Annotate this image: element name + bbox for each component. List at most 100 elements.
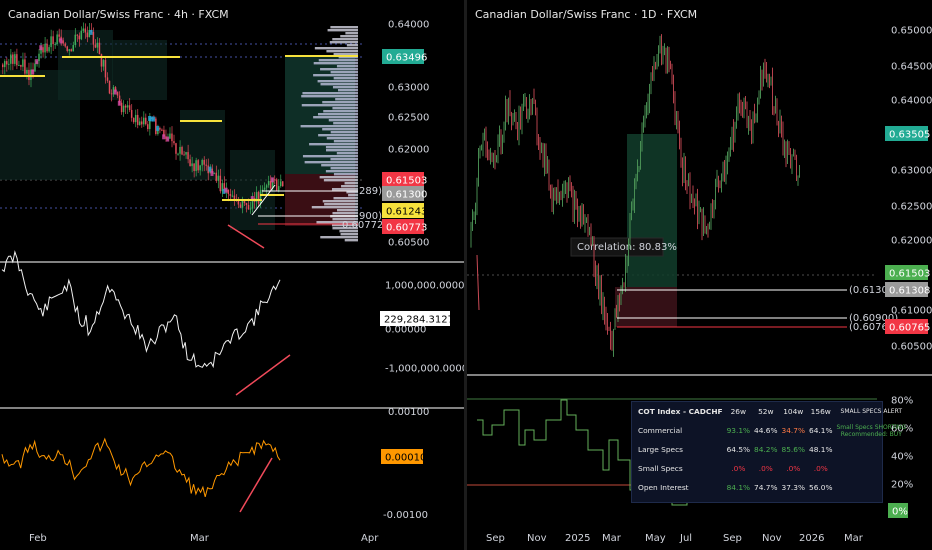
price-tag: 0.61503 [889, 269, 930, 280]
cot-tick: 80% [891, 396, 913, 407]
candle-body [261, 189, 264, 191]
candle-body [58, 34, 60, 37]
price-tick: 0.62000 [388, 145, 429, 156]
time-tick: Mar [602, 533, 622, 544]
volume-profile-bar [332, 38, 358, 41]
volume-profile-bar [316, 221, 358, 224]
candle-body [52, 36, 54, 45]
volume-profile-bar [320, 236, 358, 239]
price-tick: 0.63000 [891, 166, 932, 177]
candle-body [94, 44, 97, 48]
marker-dot [59, 38, 63, 44]
cot-value-tag-bg [888, 503, 908, 518]
candle-body [193, 163, 195, 172]
volume-profile-bar [325, 170, 358, 173]
volume-profile-bar [325, 146, 358, 149]
left-chart-title: Canadian Dollar/Swiss Franc · 4h · FXCM [8, 8, 229, 21]
candle-body [116, 91, 119, 96]
candle-body [44, 43, 46, 53]
volume-profile-bar [331, 188, 358, 191]
level-label: (0.60765) [849, 322, 898, 333]
candle-body [140, 121, 143, 125]
position-profit-zone [627, 134, 677, 287]
candle-body [259, 190, 262, 204]
cot-tick: 40% [891, 452, 913, 463]
candle-body [106, 77, 109, 81]
candle-spike [476, 254, 480, 311]
candle-body [70, 49, 72, 52]
level-label: (0.60900) [849, 313, 898, 324]
volume-profile-bar [330, 26, 358, 29]
pane-divider[interactable] [464, 0, 467, 550]
price-tag: 0.63496 [386, 53, 427, 64]
candle-body [185, 152, 187, 155]
candle-body [82, 28, 85, 31]
volume-profile-bar [332, 107, 358, 110]
time-tick: Mar [190, 533, 210, 544]
candle-body [277, 186, 280, 191]
cot-row-label: Commercial [638, 426, 683, 435]
cot-tick: 60% [891, 424, 913, 435]
price-tick: 0.61000 [891, 306, 932, 317]
candle-body [279, 181, 282, 187]
cot-index-table: COT Index - CADCHF 26w 52w 104w 156w SMA… [631, 401, 906, 503]
right-chart-canvas[interactable]: Correlation: 80.83% (0.61309) (0.60900)(0.… [467, 0, 932, 550]
candle-body [239, 204, 242, 208]
price-tick: 0.62500 [891, 202, 932, 213]
volume-profile-bar [344, 182, 358, 185]
candle-body [211, 168, 213, 173]
price-tag: 0.61243 [386, 207, 427, 218]
level-label: 289) [359, 186, 382, 197]
candle-body [245, 203, 248, 205]
cot-cell: .0% [731, 464, 746, 473]
volume-profile-bar [314, 47, 358, 50]
volume-profile-bar [302, 155, 358, 158]
candle-body [80, 30, 83, 40]
candle-body [219, 175, 222, 192]
candle-body [159, 127, 161, 130]
volume-profile-bar [323, 110, 358, 113]
table-row: Open Interest 84.1% 74.7% 37.3% 56.0% [632, 478, 908, 497]
price-tick: 0.64000 [891, 96, 932, 107]
volume-profile-bar [322, 200, 358, 203]
oscillator-line [1, 437, 281, 498]
volume-profile-bar [336, 65, 358, 68]
candle-body [46, 43, 48, 52]
volume-profile-bar [313, 62, 358, 65]
candle-body [108, 80, 111, 94]
volume-profile-bar [344, 239, 358, 242]
left-chart-canvas[interactable]: 289) 900)0.60772) 0.64000 0.63000 0.62500 0.6… [0, 0, 464, 550]
time-tick: 2026 [799, 533, 824, 544]
volume-profile-bar [319, 176, 358, 179]
trend-line [251, 184, 276, 216]
volume-profile-bar [332, 218, 358, 221]
marker-dot [250, 196, 254, 202]
volume-profile-bar [324, 203, 358, 206]
volume-profile-bar [301, 95, 358, 98]
cot-cell: .0% [813, 464, 828, 473]
candle-body [134, 114, 137, 123]
candle-body [18, 64, 20, 66]
candle-body [229, 193, 232, 196]
candle-body [143, 117, 145, 125]
candle-body [88, 29, 91, 38]
shaded-zone [112, 40, 167, 100]
level-label: 0.60772) [342, 220, 387, 231]
volume-profile-bar [333, 140, 358, 143]
candle-body [30, 69, 32, 81]
time-tick: 2025 [565, 533, 590, 544]
marker-dot [156, 125, 160, 131]
oscillator-value-tag-bg [381, 449, 423, 464]
candle-body [181, 146, 183, 155]
volume-profile-bar [336, 152, 358, 155]
trend-line [227, 224, 265, 249]
volume-profile-bar [340, 35, 358, 38]
candle-body [124, 105, 127, 108]
cot-cell: 37.3% [781, 483, 806, 492]
candle-body [205, 164, 207, 166]
volume-profile-bar [345, 32, 358, 35]
volume-profile-bar [332, 212, 358, 215]
volume-profile-bar [320, 83, 358, 86]
oscillator-tick: -1,000,000.00000 [385, 364, 464, 375]
candle-body [281, 181, 284, 187]
